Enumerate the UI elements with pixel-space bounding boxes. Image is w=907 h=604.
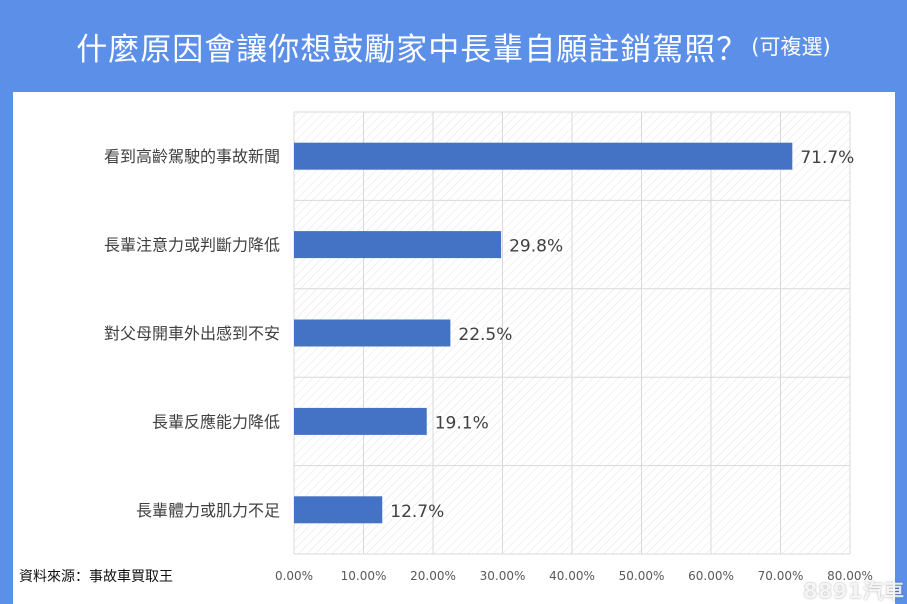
chart-title-suffix: (可複選) — [751, 35, 831, 59]
category-label: 長輩體力或肌力不足 — [136, 501, 280, 520]
data-label: 29.8% — [509, 237, 563, 257]
chart-title-bar: 什麼原因會讓你想鼓勵家中長輩自願註銷駕照？ (可複選) — [0, 0, 907, 92]
x-tick-label: 50.00% — [619, 569, 665, 583]
x-tick-label: 60.00% — [688, 569, 734, 583]
labels: 0.00% 10.00% 20.00% 30.00% 40.00% 50.00% 60.00… — [104, 147, 873, 583]
category-label: 長輩注意力或判斷力降低 — [104, 236, 280, 255]
grid-lines — [293, 111, 851, 555]
data-label: 12.7% — [390, 502, 444, 522]
x-tick-label: 30.00% — [480, 569, 526, 583]
category-label: 對父母開車外出感到不安 — [104, 324, 280, 343]
bars — [294, 142, 793, 524]
data-label: 71.7% — [800, 148, 854, 168]
category-label: 長輩反應能力降低 — [152, 412, 280, 431]
bar-chart: 0.00% 10.00% 20.00% 30.00% 40.00% 50.00% 60.00… — [104, 111, 873, 583]
bar — [294, 231, 502, 259]
x-tick-label: 10.00% — [341, 569, 387, 583]
category-label: 看到高齡駕駛的事故新聞 — [104, 147, 280, 166]
chart-title: 什麼原因會讓你想鼓勵家中長輩自願註銷駕照？ — [76, 31, 749, 68]
data-label: 22.5% — [458, 325, 512, 345]
bar — [294, 407, 427, 435]
x-tick-label: 20.00% — [410, 569, 456, 583]
x-tick-label: 70.00% — [758, 569, 804, 583]
bar — [294, 142, 793, 170]
watermark-logo: 8891汽車 — [803, 579, 905, 603]
x-tick-label: 80.00% — [827, 569, 873, 583]
source-note: 資料來源：事故車買取王 — [19, 569, 173, 585]
bar — [294, 319, 451, 347]
bar — [294, 496, 383, 524]
x-tick-label: 40.00% — [549, 569, 595, 583]
chart-panel: 0.00% 10.00% 20.00% 30.00% 40.00% 50.00% 60.00… — [13, 92, 895, 604]
data-label: 19.1% — [435, 413, 489, 433]
x-tick-label: 0.00% — [275, 569, 313, 583]
